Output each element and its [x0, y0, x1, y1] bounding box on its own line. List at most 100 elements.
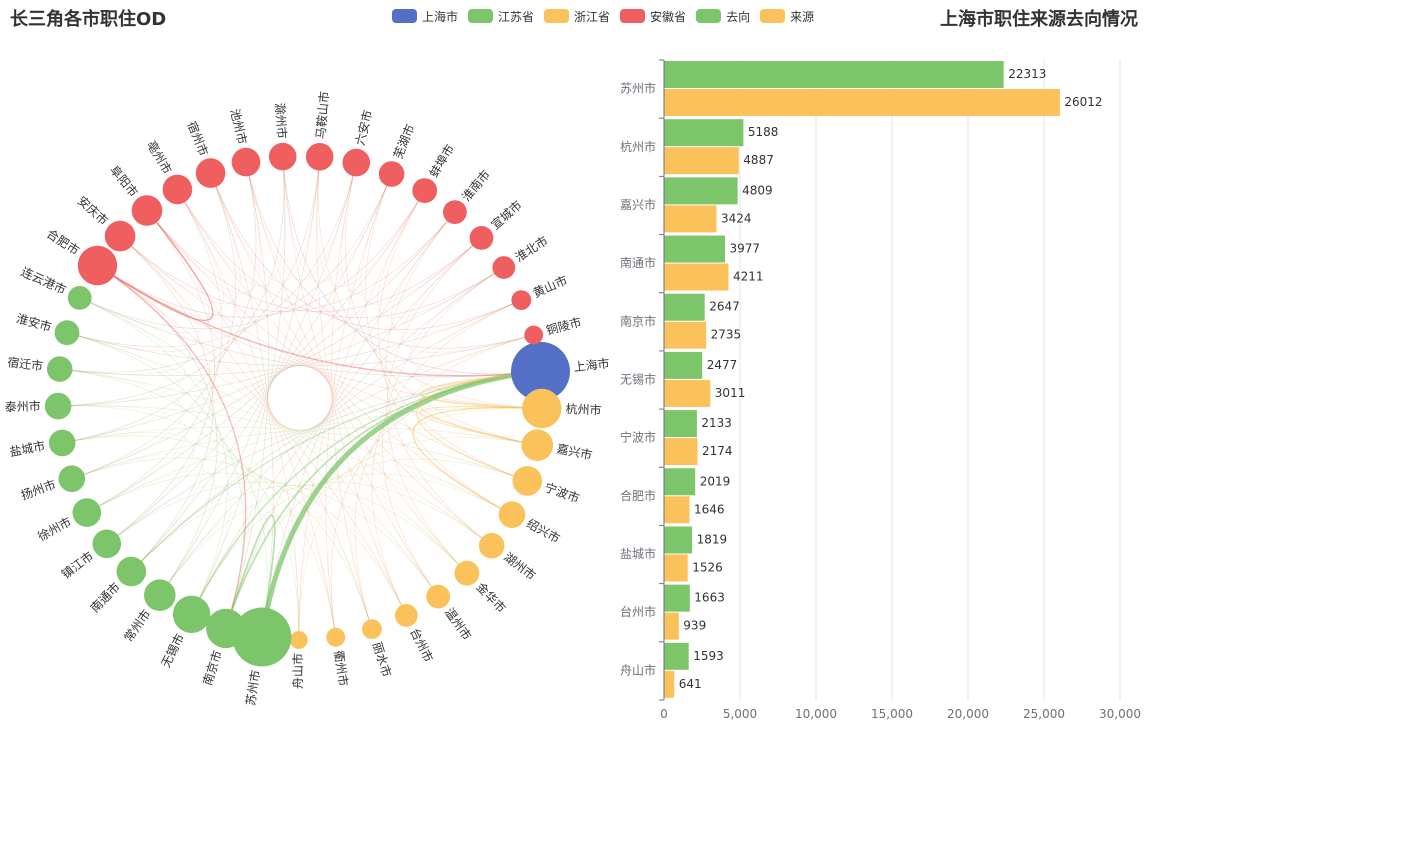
od-node[interactable]: [469, 226, 494, 250]
od-node[interactable]: [72, 498, 102, 527]
od-node[interactable]: [46, 356, 73, 382]
bar[interactable]: [664, 205, 717, 233]
od-link: [59, 368, 268, 638]
x-tick-label: 0: [660, 707, 668, 721]
legend-item-zhejiang[interactable]: 浙江省: [544, 7, 610, 25]
legend-item-inflow[interactable]: 来源: [760, 7, 814, 25]
od-node[interactable]: [162, 174, 193, 205]
od-node[interactable]: [511, 290, 532, 310]
bar[interactable]: [664, 438, 698, 466]
od-link: [119, 235, 538, 446]
od-link: [119, 235, 214, 572]
od-link: [159, 156, 320, 596]
bar[interactable]: [664, 496, 690, 524]
od-link: [66, 332, 468, 574]
od-link: [119, 235, 538, 446]
od-link: [79, 297, 541, 378]
od-node[interactable]: [524, 325, 544, 345]
od-link: [191, 156, 286, 615]
legend-item-jiangsu[interactable]: 江苏省: [468, 7, 534, 25]
bar[interactable]: [664, 612, 679, 640]
od-node[interactable]: [48, 429, 76, 457]
bar[interactable]: [664, 584, 690, 612]
od-node[interactable]: [412, 178, 438, 204]
bar[interactable]: [664, 410, 697, 438]
od-node[interactable]: [305, 143, 334, 171]
bar[interactable]: [664, 89, 1060, 116]
od-node-label: 淮安市: [15, 310, 54, 334]
od-link: [97, 265, 407, 616]
legend-item-outflow[interactable]: 去向: [696, 7, 750, 25]
od-link: [62, 435, 337, 638]
od-node[interactable]: [454, 560, 480, 586]
od-node[interactable]: [206, 608, 246, 649]
od-link: [354, 334, 534, 630]
x-tick-label: 5,000: [723, 707, 757, 721]
bar[interactable]: [664, 642, 689, 670]
od-link: [59, 368, 492, 546]
od-node[interactable]: [326, 627, 346, 647]
od-node[interactable]: [362, 619, 382, 639]
bar[interactable]: [664, 147, 739, 175]
od-link: [159, 299, 522, 596]
od-node[interactable]: [498, 501, 526, 528]
od-node[interactable]: [67, 286, 92, 310]
od-node[interactable]: [511, 341, 570, 401]
bar[interactable]: [664, 321, 707, 349]
od-node[interactable]: [492, 256, 516, 279]
od-link: [71, 211, 456, 479]
od-node[interactable]: [92, 529, 122, 559]
od-node[interactable]: [172, 595, 211, 633]
bar[interactable]: [664, 554, 688, 582]
bar[interactable]: [664, 263, 729, 291]
od-node[interactable]: [378, 161, 405, 187]
od-node-label: 蚌埠市: [426, 141, 457, 180]
od-node[interactable]: [116, 556, 147, 587]
od-link: [119, 211, 456, 312]
od-link: [58, 405, 513, 515]
od-node[interactable]: [394, 604, 418, 627]
od-link: [354, 334, 534, 630]
bar[interactable]: [664, 351, 703, 379]
legend-swatch: [696, 9, 722, 23]
bar[interactable]: [664, 670, 675, 698]
od-node[interactable]: [232, 607, 292, 667]
bar-value-label: 1819: [697, 532, 728, 546]
od-node[interactable]: [522, 388, 562, 429]
od-link: [385, 211, 492, 546]
od-node[interactable]: [58, 465, 86, 493]
od-node[interactable]: [44, 392, 72, 420]
bar[interactable]: [664, 235, 726, 263]
od-node[interactable]: [443, 200, 467, 225]
bar[interactable]: [664, 61, 1004, 88]
od-node[interactable]: [77, 245, 118, 286]
bar[interactable]: [664, 468, 696, 496]
od-node[interactable]: [426, 584, 451, 609]
od-link: [131, 334, 534, 572]
od-node[interactable]: [231, 147, 261, 177]
bar[interactable]: [664, 526, 693, 554]
bar[interactable]: [664, 379, 711, 407]
od-link: [386, 237, 482, 574]
od-node[interactable]: [104, 220, 136, 252]
od-node[interactable]: [289, 631, 308, 649]
x-tick-label: 30,000: [1099, 707, 1141, 721]
bar[interactable]: [664, 177, 738, 205]
od-node[interactable]: [195, 158, 226, 188]
legend-item-shanghai[interactable]: 上海市: [392, 7, 458, 25]
od-node[interactable]: [478, 532, 505, 559]
bar[interactable]: [664, 293, 705, 321]
od-node[interactable]: [131, 195, 163, 226]
od-node[interactable]: [54, 320, 80, 346]
legend-item-anhui[interactable]: 安徽省: [620, 7, 686, 25]
od-node[interactable]: [268, 142, 297, 171]
od-link: [298, 190, 425, 641]
od-node[interactable]: [144, 579, 176, 611]
bar[interactable]: [664, 119, 744, 147]
od-node[interactable]: [342, 148, 371, 177]
od-node[interactable]: [521, 429, 554, 462]
od-link: [416, 370, 541, 482]
bars: 22313 26012 5188 4887 4809 3424 3977 4211 2647 27…: [664, 61, 1103, 698]
od-link: [159, 156, 320, 596]
od-node[interactable]: [512, 466, 543, 496]
